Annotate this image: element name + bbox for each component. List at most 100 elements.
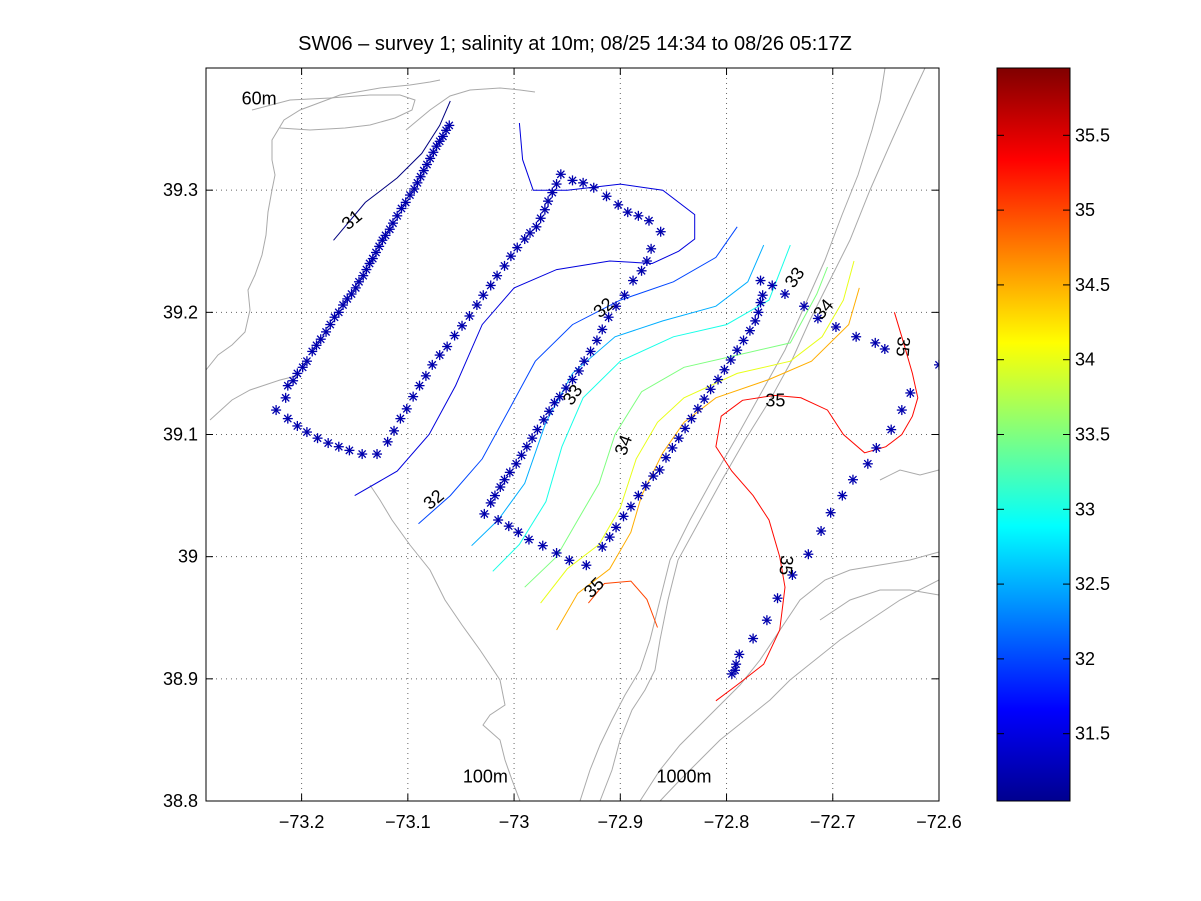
station-marker: [297, 362, 308, 373]
station-marker: [395, 413, 406, 424]
station-marker: [579, 356, 590, 367]
colorbar-tick-label: 34.5: [1075, 275, 1110, 295]
station-marker: [282, 413, 293, 424]
station-marker: [527, 433, 538, 444]
station-marker: [905, 387, 916, 398]
station-marker: [372, 449, 383, 460]
station-marker: [830, 321, 841, 332]
station-marker: [323, 438, 334, 449]
station-marker: [478, 290, 489, 301]
y-tick-label: 39.3: [163, 180, 198, 200]
station-marker: [646, 243, 657, 254]
station-marker: [346, 289, 357, 300]
station-marker: [750, 315, 761, 326]
station-marker: [628, 275, 639, 286]
colorbar-tick-label: 35: [1075, 200, 1095, 220]
station-marker: [325, 319, 336, 330]
station-marker: [499, 260, 510, 271]
bathymetry-100m-line: [369, 484, 521, 801]
station-marker: [415, 171, 426, 182]
station-marker: [333, 441, 344, 452]
contour-label: 35: [765, 390, 785, 410]
station-marker: [847, 474, 858, 485]
station-marker: [408, 391, 419, 402]
station-marker: [401, 403, 412, 414]
station-marker: [619, 290, 630, 301]
station-marker: [504, 467, 515, 478]
station-marker: [734, 649, 745, 660]
station-marker: [292, 420, 303, 431]
station-marker: [613, 199, 624, 210]
station-marker: [312, 433, 323, 444]
station-marker: [333, 307, 344, 318]
station-marker: [641, 256, 652, 267]
station-marker: [654, 464, 665, 475]
station-marker: [523, 534, 534, 545]
station-marker: [753, 307, 764, 318]
bathymetry-60m-line-4: [405, 87, 536, 131]
station-marker: [301, 356, 312, 367]
station-marker: [532, 424, 543, 435]
station-marker: [307, 346, 318, 357]
station-marker: [744, 325, 755, 336]
station-marker: [489, 490, 500, 501]
station-marker: [358, 270, 369, 281]
station-marker: [400, 197, 411, 208]
depth-annotation: 60m: [242, 89, 277, 109]
station-marker: [505, 251, 516, 262]
station-marker: [761, 615, 772, 626]
station-marker: [692, 403, 703, 414]
colorbar-tick-label: 33.5: [1075, 425, 1110, 445]
station-marker: [353, 276, 364, 287]
station-marker: [686, 413, 697, 424]
station-marker: [396, 203, 407, 214]
station-marker: [667, 442, 678, 453]
x-tick-label: −73: [499, 812, 530, 832]
bathymetry-slope-line-2: [879, 469, 939, 481]
station-marker: [464, 310, 475, 321]
station-marker: [389, 425, 400, 436]
y-tick-label: 38.8: [163, 791, 198, 811]
station-marker: [404, 190, 415, 201]
y-tick-label: 39.2: [163, 302, 198, 322]
station-marker: [851, 331, 862, 342]
station-marker: [288, 375, 299, 386]
chart-title: SW06 – survey 1; salinity at 10m; 08/25 …: [298, 33, 852, 55]
station-marker: [655, 226, 666, 237]
station-marker: [538, 414, 549, 425]
station-marker: [479, 508, 490, 519]
y-tick-label: 39: [178, 547, 198, 567]
contour-line-33-5: [524, 266, 828, 588]
station-marker: [551, 179, 562, 190]
station-marker: [779, 289, 790, 300]
station-marker: [521, 441, 532, 452]
station-marker: [485, 497, 496, 508]
contour-label: 35: [775, 554, 797, 576]
station-marker: [603, 312, 614, 323]
station-marker: [414, 380, 425, 391]
station-marker: [673, 433, 684, 444]
bathymetry-shelf-break: [599, 68, 926, 801]
station-marker: [803, 549, 814, 560]
station-marker: [640, 480, 651, 491]
station-marker: [543, 196, 554, 207]
station-marker: [611, 522, 622, 533]
bathymetry-shelf-break-2: [579, 68, 886, 801]
station-marker: [531, 221, 542, 232]
station-marker: [382, 436, 393, 447]
station-marker: [392, 210, 403, 221]
contour-line-31-5: [354, 122, 696, 497]
station-marker: [772, 593, 783, 604]
station-marker: [544, 406, 555, 417]
axis-ticks: −73.2 −73.1 −73 −72.9 −72.8 −72.7 −72.6 38.8 38.…: [163, 68, 962, 832]
x-tick-label: −72.9: [598, 812, 644, 832]
station-marker: [636, 265, 647, 276]
contour-line-33: [492, 244, 791, 572]
station-marker: [726, 668, 737, 679]
station-marker: [934, 359, 939, 370]
station-marker: [578, 177, 589, 188]
colorbar-tick-label: 32: [1075, 649, 1095, 669]
station-marker: [648, 471, 659, 482]
contour-line-35-3: [715, 312, 919, 702]
station-marker: [516, 450, 527, 461]
